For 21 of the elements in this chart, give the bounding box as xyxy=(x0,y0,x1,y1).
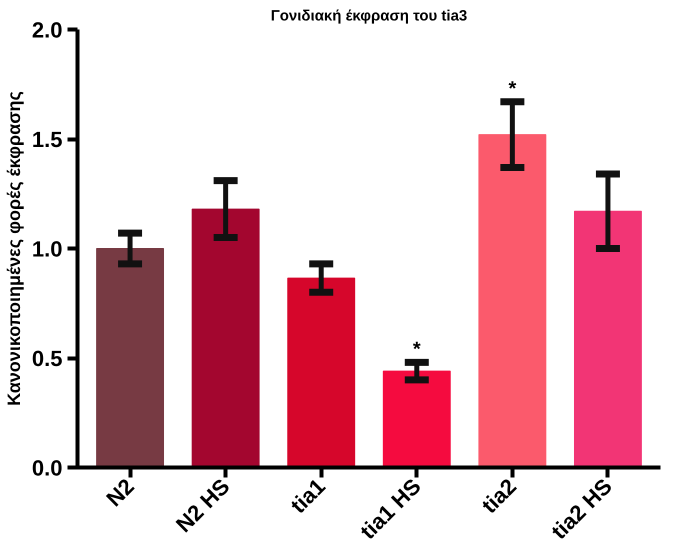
y-tick-label: 0.0 xyxy=(32,456,63,480)
y-tick-label: 1.0 xyxy=(32,236,63,262)
x-tick-label: N2 HS xyxy=(170,474,234,538)
bar xyxy=(192,208,260,468)
x-tick-label: tia1 HS xyxy=(355,474,426,544)
annotation: * xyxy=(412,338,421,360)
x-tick-label: tia1 xyxy=(286,474,330,518)
x-tick-label: tia2 HS xyxy=(546,474,617,544)
x-tick-label: N2 xyxy=(101,474,139,512)
y-tick-label: 1.5 xyxy=(32,127,63,152)
bar xyxy=(382,370,451,468)
bar xyxy=(478,134,546,468)
bar xyxy=(96,248,164,468)
bar xyxy=(574,210,642,468)
chart-title: Γονιδιακή έκφραση του tia3 xyxy=(270,8,468,24)
y-tick-label: 0.5 xyxy=(32,346,63,371)
annotation: * xyxy=(508,78,516,100)
y-axis-title: Κανονικοποιημένες φορές έκφρασης xyxy=(4,91,24,406)
x-tick-label: tia2 xyxy=(476,474,522,518)
bar xyxy=(287,278,356,468)
y-tick-label: 2.0 xyxy=(32,18,63,42)
